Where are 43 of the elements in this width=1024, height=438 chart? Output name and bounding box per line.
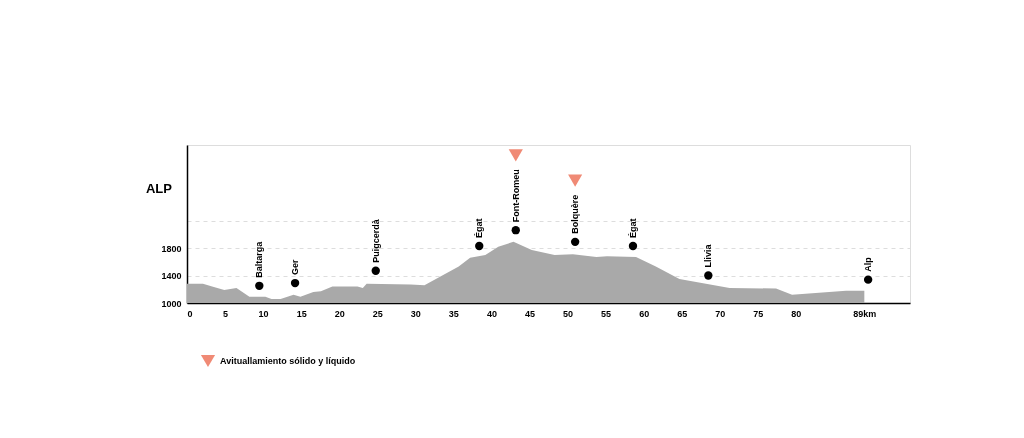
legend-label: Avituallamiento sólido y líquido: [220, 356, 356, 366]
annotation: Égat: [627, 218, 638, 238]
x-tick-label: 0: [187, 308, 193, 319]
annotation: Font-Romeu: [510, 169, 521, 223]
point: [568, 174, 583, 187]
point: [255, 281, 264, 290]
point: [863, 275, 873, 284]
y-tick-label: 1000: [161, 298, 182, 309]
point: [570, 237, 580, 247]
x-tick-label: 40: [486, 308, 497, 319]
annotation: Baltarga: [254, 240, 265, 278]
x-tick-label: 80: [791, 308, 802, 319]
x-tick-label: 65: [677, 308, 688, 319]
annotation: Ger: [290, 259, 301, 276]
text: ALP: [145, 181, 173, 196]
x-tick-label: 55: [601, 308, 612, 319]
x-tick-label: 35: [448, 308, 459, 319]
point: [628, 241, 638, 251]
x-tick-label: 75: [753, 308, 764, 319]
x-tick-label: 10: [258, 308, 269, 319]
y-tick-label: 1400: [161, 271, 182, 282]
x-tick-label: 50: [563, 308, 574, 319]
point: [704, 271, 713, 280]
x-tick-label: 70: [715, 308, 726, 319]
annotation: Bolquère: [570, 194, 581, 234]
point: [508, 149, 523, 162]
annotation: Puigcerdà: [370, 218, 381, 263]
point: [290, 278, 300, 288]
x-tick-label: 45: [524, 308, 535, 319]
point: [511, 226, 520, 235]
point: [371, 266, 380, 275]
y-tick-label: 1800: [161, 243, 182, 254]
x-tick-label: 5: [223, 308, 229, 319]
annotation: Alp: [863, 256, 874, 272]
point: [475, 241, 484, 251]
x-tick-label: 60: [639, 308, 650, 319]
annotation: Égat: [474, 218, 485, 238]
annotation: Llivia: [703, 243, 714, 268]
x-tick-label: 20: [334, 308, 345, 319]
x-tick-label: 15: [296, 308, 307, 319]
x-tick-label: 25: [372, 308, 383, 319]
x-tick-label: 30: [410, 308, 421, 319]
x-tick-label: 89km: [853, 308, 877, 319]
